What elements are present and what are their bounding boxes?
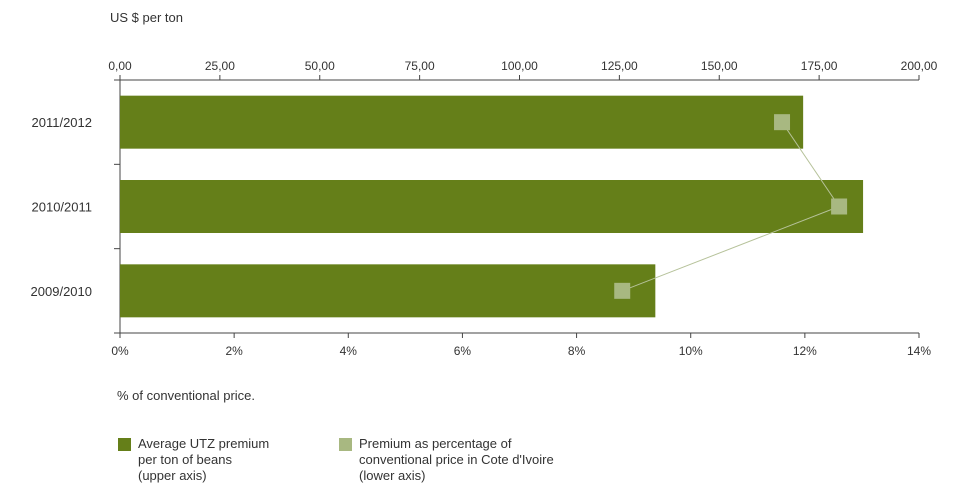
upper-axis-tick-label: 125,00 xyxy=(601,59,638,73)
lower-axis-tick-label: 4% xyxy=(340,344,358,358)
upper-axis-tick-label: 175,00 xyxy=(801,59,838,73)
upper-axis-tick-label: 25,00 xyxy=(205,59,235,73)
bar xyxy=(120,180,864,233)
upper-axis-tick-label: 0,00 xyxy=(108,59,132,73)
bar xyxy=(120,264,656,318)
legend-label-premium-percentage: Premium as percentage of conventional pr… xyxy=(359,436,554,483)
legend-swatch-marker xyxy=(339,438,352,451)
lower-axis-tick-label: 2% xyxy=(225,344,243,358)
category-label: 2009/2010 xyxy=(31,284,92,299)
upper-axis-tick-label: 150,00 xyxy=(701,59,738,73)
category-label: 2010/2011 xyxy=(32,200,93,215)
lower-axis-tick-label: 6% xyxy=(454,344,472,358)
percentage-marker xyxy=(774,114,791,131)
lower-axis-tick-label: 14% xyxy=(907,344,931,358)
lower-axis-label: % of conventional price. xyxy=(117,388,256,403)
lower-axis-tick-label: 8% xyxy=(568,344,586,358)
legend-swatch-bar xyxy=(118,438,131,451)
upper-axis-tick-label: 200,00 xyxy=(901,59,938,73)
upper-axis-tick-label: 50,00 xyxy=(305,59,335,73)
lower-axis-tick-label: 0% xyxy=(111,344,129,358)
legend-label-utz-premium: Average UTZ premium per ton of beans (up… xyxy=(138,436,270,483)
upper-axis-tick-label: 75,00 xyxy=(405,59,435,73)
upper-axis-label: US $ per ton xyxy=(110,10,183,25)
percentage-marker xyxy=(614,282,631,299)
upper-axis-tick-label: 100,00 xyxy=(501,59,538,73)
lower-axis-tick-label: 10% xyxy=(679,344,703,358)
bar xyxy=(120,95,804,149)
category-label: 2011/2012 xyxy=(32,115,93,130)
lower-axis-tick-label: 12% xyxy=(793,344,817,358)
percentage-marker xyxy=(831,198,848,215)
